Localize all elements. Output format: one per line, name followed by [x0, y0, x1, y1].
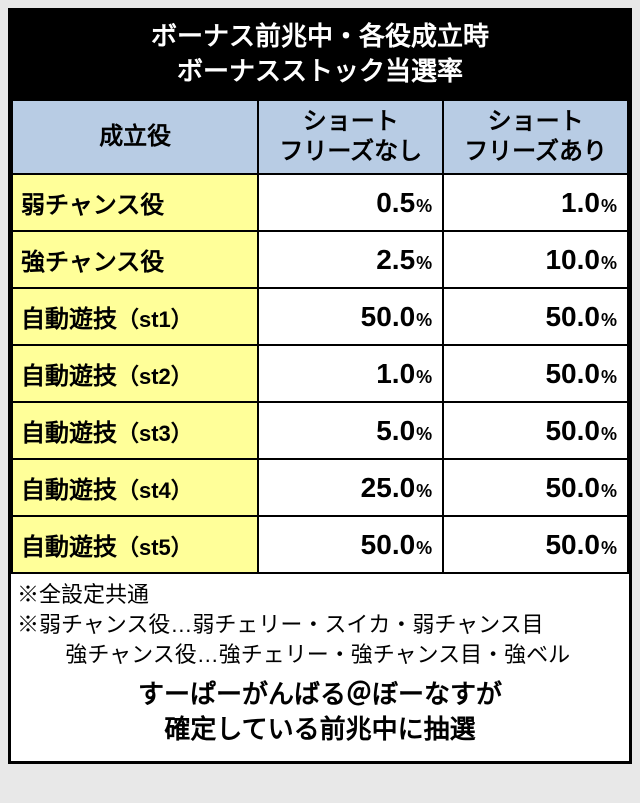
row-label: 自動遊技（st1） [12, 288, 258, 345]
value-number: 1.0 [561, 187, 600, 218]
row-label: 弱チャンス役 [12, 174, 258, 231]
table-row: 自動遊技（st1）50.0%50.0% [12, 288, 628, 345]
value-number: 50.0 [545, 415, 600, 446]
row-label-text: 自動遊技 [21, 534, 117, 561]
data-table: 成立役 ショート フリーズなし ショート フリーズあり 弱チャンス役0.5%1.… [11, 99, 629, 574]
value-cell: 25.0% [258, 459, 443, 516]
value-unit: % [416, 481, 432, 501]
value-unit: % [601, 310, 617, 330]
row-label-paren: （st1） [117, 307, 193, 332]
value-cell: 50.0% [258, 516, 443, 573]
row-label: 強チャンス役 [12, 231, 258, 288]
value-unit: % [601, 424, 617, 444]
value-unit: % [416, 538, 432, 558]
row-label-paren: （st3） [117, 421, 193, 446]
table-row: 弱チャンス役0.5%1.0% [12, 174, 628, 231]
value-cell: 5.0% [258, 402, 443, 459]
value-number: 1.0 [376, 358, 415, 389]
row-label-text: 自動遊技 [21, 420, 117, 447]
row-label-text: 強チャンス役 [21, 249, 164, 276]
value-cell: 50.0% [443, 402, 628, 459]
table-row: 自動遊技（st5）50.0%50.0% [12, 516, 628, 573]
footer-block: すーぱーがんばる＠ぼーなすが 確定している前兆中に抽選 [11, 671, 629, 761]
value-cell: 50.0% [443, 516, 628, 573]
row-label: 自動遊技（st5） [12, 516, 258, 573]
table-body: 弱チャンス役0.5%1.0%強チャンス役2.5%10.0%自動遊技（st1）50… [12, 174, 628, 573]
value-unit: % [416, 196, 432, 216]
row-label-paren: （st2） [117, 364, 193, 389]
title-bar: ボーナス前兆中・各役成立時 ボーナスストック当選率 [11, 11, 629, 99]
note-2: ※弱チャンス役…弱チェリー・スイカ・弱チャンス目 [17, 610, 623, 640]
col2-line2: フリーズあり [464, 138, 607, 165]
col-header-freeze: ショート フリーズあり [443, 100, 628, 174]
row-label-text: 弱チャンス役 [21, 192, 164, 219]
value-cell: 1.0% [443, 174, 628, 231]
value-number: 50.0 [545, 529, 600, 560]
value-number: 0.5 [376, 187, 415, 218]
title-line2: ボーナスストック当選率 [177, 56, 463, 86]
row-label-paren: （st5） [117, 535, 193, 560]
value-cell: 1.0% [258, 345, 443, 402]
value-unit: % [416, 367, 432, 387]
title-line1: ボーナス前兆中・各役成立時 [151, 21, 489, 51]
col2-line1: ショート [488, 108, 584, 135]
value-number: 50.0 [545, 472, 600, 503]
value-cell: 2.5% [258, 231, 443, 288]
value-number: 50.0 [361, 301, 416, 332]
value-unit: % [601, 367, 617, 387]
table-row: 自動遊技（st4）25.0%50.0% [12, 459, 628, 516]
table-row: 自動遊技（st2）1.0%50.0% [12, 345, 628, 402]
notes-block: ※全設定共通 ※弱チャンス役…弱チェリー・スイカ・弱チャンス目 強チャンス役…強… [11, 574, 629, 671]
value-cell: 50.0% [443, 459, 628, 516]
col1-line1: ショート [303, 108, 399, 135]
value-unit: % [416, 253, 432, 273]
col-header-nofreeze: ショート フリーズなし [258, 100, 443, 174]
value-number: 2.5 [376, 244, 415, 275]
value-cell: 50.0% [443, 288, 628, 345]
value-unit: % [416, 310, 432, 330]
value-cell: 50.0% [258, 288, 443, 345]
value-unit: % [601, 481, 617, 501]
value-number: 50.0 [361, 529, 416, 560]
value-number: 5.0 [376, 415, 415, 446]
value-number: 50.0 [545, 358, 600, 389]
value-cell: 0.5% [258, 174, 443, 231]
row-label-paren: （st4） [117, 478, 193, 503]
value-number: 10.0 [545, 244, 600, 275]
row-label-text: 自動遊技 [21, 477, 117, 504]
footer-line2: 確定している前兆中に抽選 [164, 714, 475, 744]
value-number: 50.0 [545, 301, 600, 332]
table-row: 自動遊技（st3）5.0%50.0% [12, 402, 628, 459]
col0-label: 成立役 [99, 123, 171, 150]
value-unit: % [416, 424, 432, 444]
value-unit: % [601, 538, 617, 558]
footer-line1: すーぱーがんばる＠ぼーなすが [138, 679, 502, 709]
value-unit: % [601, 253, 617, 273]
value-unit: % [601, 196, 617, 216]
note-3: 強チャンス役…強チェリー・強チャンス目・強ベル [17, 640, 623, 670]
value-cell: 50.0% [443, 345, 628, 402]
col-header-role: 成立役 [12, 100, 258, 174]
row-label-text: 自動遊技 [21, 363, 117, 390]
header-row: 成立役 ショート フリーズなし ショート フリーズあり [12, 100, 628, 174]
value-cell: 10.0% [443, 231, 628, 288]
table-container: ボーナス前兆中・各役成立時 ボーナスストック当選率 成立役 ショート フリーズな… [8, 8, 632, 764]
col1-line2: フリーズなし [279, 138, 422, 165]
row-label: 自動遊技（st2） [12, 345, 258, 402]
row-label: 自動遊技（st4） [12, 459, 258, 516]
row-label-text: 自動遊技 [21, 306, 117, 333]
table-row: 強チャンス役2.5%10.0% [12, 231, 628, 288]
note-1: ※全設定共通 [17, 580, 623, 610]
value-number: 25.0 [361, 472, 416, 503]
row-label: 自動遊技（st3） [12, 402, 258, 459]
